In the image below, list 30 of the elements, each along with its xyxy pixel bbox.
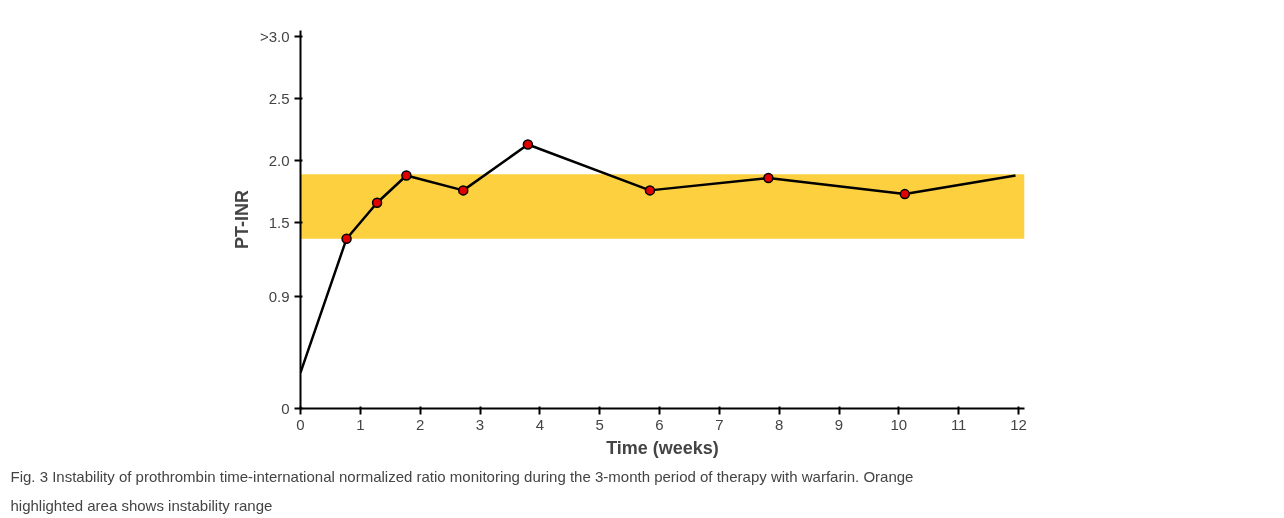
x-axis-title: Time (weeks) [606, 437, 719, 458]
point [371, 197, 383, 209]
y-tick-label: 0 [281, 400, 290, 417]
x-tick-label: 11 [950, 415, 967, 433]
y-tick-label: 2.5 [268, 90, 290, 108]
x-tick-label: 1 [356, 415, 365, 433]
x-tick-label: 2 [416, 415, 425, 433]
point [763, 172, 774, 184]
point [644, 185, 656, 196]
point [522, 139, 534, 150]
point [899, 188, 911, 200]
x-tick-label: 7 [715, 415, 724, 433]
x-tick-label: 10 [890, 415, 908, 433]
point [458, 185, 469, 196]
y-axis-title: PT-INR [231, 189, 252, 249]
caption: Fig. 3 Instability of prothrombin time-international normalized ratio monitoring during the 3-month period of therapy with warfarin. Orange highlighted area shows instability range [10, 467, 914, 514]
y-tick-label: 2.0 [268, 152, 290, 170]
x-tick-label: 4 [535, 415, 545, 433]
x-tick-label: 3 [475, 415, 485, 433]
x-tick-label: 6 [655, 415, 664, 433]
x-tick-label: 0 [296, 415, 305, 433]
x-tick-label: 9 [834, 415, 844, 433]
x-tick-label: 8 [775, 415, 784, 433]
point [341, 233, 352, 244]
y-tick-label: 0.9 [268, 288, 290, 306]
y-tick-label: 1.5 [268, 214, 290, 232]
x-tick-label: 12 [1010, 415, 1027, 433]
point [401, 170, 412, 181]
x-tick-label: 5 [595, 415, 604, 433]
y-tick-label: >3.0 [259, 28, 290, 46]
